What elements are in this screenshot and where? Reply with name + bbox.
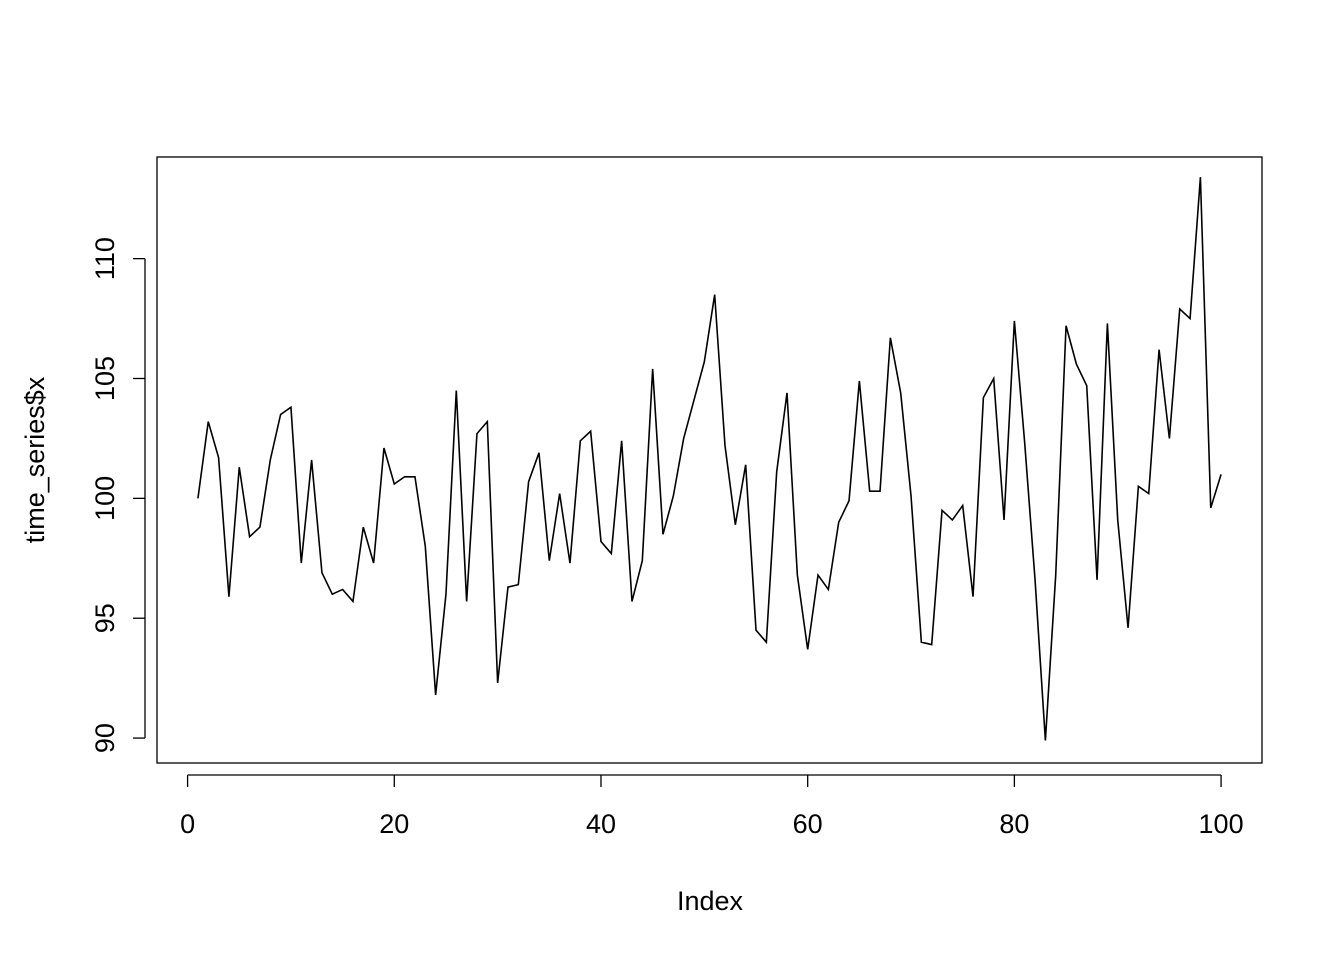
x-tick-label: 80 [999, 809, 1029, 839]
x-axis-label: Index [677, 886, 744, 916]
y-tick-label: 105 [90, 356, 120, 401]
y-tick-label: 90 [90, 723, 120, 753]
y-tick-label: 110 [90, 237, 120, 280]
plot-frame [156, 156, 1263, 764]
x-tick-label: 0 [180, 809, 195, 839]
y-tick-label: 100 [90, 476, 120, 521]
x-tick-label: 100 [1199, 809, 1244, 839]
x-tick-label: 20 [379, 809, 409, 839]
y-axis-label: time_series$x [20, 376, 50, 543]
x-tick-label: 40 [586, 809, 616, 839]
y-tick-label: 95 [90, 603, 120, 633]
x-tick-label: 60 [793, 809, 823, 839]
series-line [197, 177, 1222, 741]
